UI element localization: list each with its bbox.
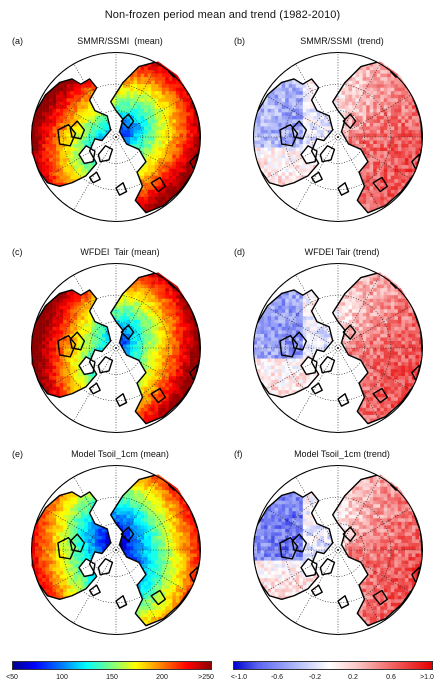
polar-map <box>252 262 424 434</box>
panel-f: (f) Model Tsoil_1cm (trend) <box>226 449 442 649</box>
panel-title: WFDEI Tair (mean) <box>80 247 160 257</box>
figure-title: Non-frozen period mean and trend (1982-2… <box>104 9 341 21</box>
colorbar-tick: <-1.0 <box>230 674 248 681</box>
panel-label: (d) <box>234 247 245 257</box>
panel-a: (a) SMMR/SSMI (mean) <box>4 36 220 236</box>
colorbar-gradient <box>12 661 212 670</box>
polar-map <box>252 51 424 223</box>
colorbar-tick: >250 <box>198 674 214 681</box>
panel-e: (e) Model Tsoil_1cm (mean) <box>4 449 220 649</box>
colorbar-mean: <50 100 150 200 >250 <box>6 661 214 687</box>
panel-label: (e) <box>12 449 23 459</box>
map-border <box>30 51 202 223</box>
panel-label: (c) <box>12 247 23 257</box>
colorbar-tick: 150 <box>106 674 118 681</box>
panel-title: SMMR/SSMI (mean) <box>77 36 163 46</box>
polar-map <box>30 262 202 434</box>
panel-title: SMMR/SSMI (trend) <box>300 36 384 46</box>
colorbar-tick: -0.2 <box>308 674 322 681</box>
panel-label: (f) <box>234 449 243 459</box>
panel-title: Model Tsoil_1cm (trend) <box>294 449 390 459</box>
polar-map <box>30 464 202 636</box>
map-border <box>252 51 424 223</box>
map-border <box>30 262 202 434</box>
map-border <box>30 464 202 636</box>
panel-c: (c) WFDEI Tair (mean) <box>4 247 220 447</box>
colorbar-tick: 0.6 <box>386 674 396 681</box>
panel-b: (b) SMMR/SSMI (trend) <box>226 36 442 236</box>
colorbar-tick: >1.0 <box>420 674 434 681</box>
map-border <box>252 464 424 636</box>
panel-title: Model Tsoil_1cm (mean) <box>71 449 169 459</box>
map-border <box>252 262 424 434</box>
polar-map <box>252 464 424 636</box>
colorbar-tick: -0.6 <box>270 674 284 681</box>
colorbar-gradient <box>233 661 433 670</box>
panel-label: (a) <box>12 36 23 46</box>
panel-label: (b) <box>234 36 245 46</box>
panel-title: WFDEI Tair (trend) <box>304 247 380 257</box>
colorbar-tick: <50 <box>6 674 18 681</box>
colorbar-tick: 100 <box>56 674 68 681</box>
colorbar-trend: <-1.0 -0.6 -0.2 0.2 0.6 >1.0 <box>230 661 434 687</box>
colorbar-tick: 0.2 <box>348 674 358 681</box>
polar-map <box>30 51 202 223</box>
panel-d: (d) WFDEI Tair (trend) <box>226 247 442 447</box>
colorbar-tick: 200 <box>156 674 168 681</box>
